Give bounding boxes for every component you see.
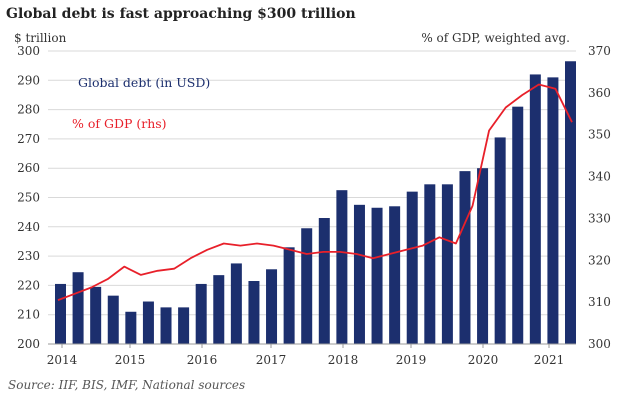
right-axis-ticks: 300 310 320 330 340 350 360 370 [588, 44, 611, 351]
chart-title: Global debt is fast approaching $300 tri… [6, 6, 356, 22]
right-tick-label: 370 [588, 44, 611, 58]
right-tick-label: 350 [588, 128, 611, 142]
debt-bar [248, 281, 260, 344]
right-tick-label: 310 [588, 295, 611, 309]
debt-bar [406, 191, 418, 344]
debt-bar [125, 311, 137, 344]
left-tick-label: 280 [17, 103, 40, 117]
debt-bar [283, 247, 295, 344]
debt-bars [55, 61, 576, 345]
source-note: Source: IIF, BIS, IMF, National sources [8, 378, 246, 392]
right-tick-label: 300 [588, 337, 611, 351]
debt-bar [459, 171, 471, 344]
debt-bar [160, 307, 172, 344]
right-tick-label: 320 [588, 253, 611, 267]
x-tick-label: 2020 [468, 353, 499, 367]
legend-line-label: % of GDP (rhs) [72, 116, 167, 131]
debt-bar [178, 307, 190, 344]
x-tick-label: 2019 [396, 353, 427, 367]
x-tick-label: 2015 [115, 353, 146, 367]
debt-bar [512, 106, 524, 344]
left-tick-label: 230 [17, 249, 40, 263]
debt-bar [301, 228, 313, 344]
debt-bar [72, 272, 84, 344]
left-axis-ticks: 200 210 220 230 240 250 260 270 280 290 300 [17, 44, 40, 351]
left-tick-label: 290 [17, 73, 40, 87]
debt-bar [318, 218, 330, 344]
debt-bar [353, 204, 365, 344]
gdp-line [57, 83, 573, 301]
debt-bar [55, 283, 66, 344]
x-axis-ticks: 2014 2015 2016 2017 2018 2019 2020 2021 [47, 344, 565, 367]
x-tick-label: 2014 [47, 353, 78, 367]
debt-bar [107, 295, 119, 344]
legend-bar-label: Global debt (in USD) [78, 75, 210, 90]
x-tick-label: 2018 [328, 353, 359, 367]
debt-bar [213, 275, 225, 344]
debt-bar [266, 269, 278, 344]
left-tick-label: 270 [17, 132, 40, 146]
debt-bar [230, 263, 242, 344]
right-axis-label: % of GDP, weighted avg. [421, 31, 570, 45]
right-tick-label: 330 [588, 211, 611, 225]
left-tick-label: 250 [17, 191, 40, 205]
left-axis-label: $ trillion [14, 31, 67, 45]
left-tick-label: 200 [17, 337, 40, 351]
x-tick-label: 2017 [256, 353, 287, 367]
debt-bar [477, 168, 489, 344]
left-tick-label: 240 [17, 220, 40, 234]
debt-bar [565, 61, 576, 344]
debt-bar [142, 301, 154, 344]
right-tick-label: 360 [588, 86, 611, 100]
debt-bar [90, 286, 102, 344]
left-tick-label: 210 [17, 308, 40, 322]
debt-bar [529, 74, 541, 344]
x-tick-label: 2021 [534, 353, 565, 367]
debt-bar [371, 207, 383, 344]
debt-bar [336, 190, 348, 344]
debt-bar [547, 77, 559, 345]
left-tick-label: 300 [17, 44, 40, 58]
debt-bar [389, 206, 401, 344]
right-tick-label: 340 [588, 170, 611, 184]
debt-bar [441, 184, 453, 344]
gdp-series-line [57, 83, 573, 301]
debt-bar [195, 283, 207, 344]
x-tick-label: 2016 [187, 353, 218, 367]
left-tick-label: 220 [17, 278, 40, 292]
debt-bar [494, 137, 506, 344]
debt-bar [424, 184, 436, 344]
left-tick-label: 260 [17, 161, 40, 175]
